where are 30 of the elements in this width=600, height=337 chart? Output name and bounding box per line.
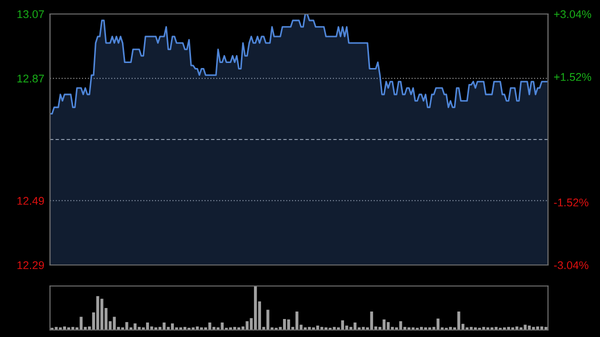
y-tick-label: 12.49	[17, 196, 44, 205]
bar	[316, 326, 320, 330]
bar	[354, 322, 356, 330]
bar	[266, 310, 270, 330]
y2-tick-label: -1.52%	[554, 198, 588, 206]
bar	[436, 318, 440, 330]
bar	[246, 321, 249, 330]
bar	[524, 324, 527, 330]
y-tick-label: 12.29	[17, 261, 44, 270]
y2-tick-label: +1.52%	[554, 73, 592, 81]
bar	[382, 319, 386, 330]
bar	[80, 316, 83, 330]
bar	[287, 319, 290, 330]
bar	[341, 320, 344, 330]
bar	[100, 298, 104, 330]
bar	[283, 319, 286, 330]
bar	[134, 323, 137, 330]
bar	[112, 316, 116, 330]
bar	[295, 312, 298, 330]
y2-tick-label: +3.04%	[554, 10, 592, 18]
y2-tick-label: -3.04%	[554, 261, 588, 270]
bar	[162, 322, 166, 330]
bar	[399, 321, 402, 330]
y-tick-label: 12.87	[17, 74, 44, 82]
bar	[254, 286, 257, 330]
bar	[528, 326, 531, 330]
bar	[170, 323, 174, 330]
bar	[146, 322, 149, 330]
y-tick-label: 13.07	[17, 10, 44, 18]
bar	[370, 312, 374, 330]
